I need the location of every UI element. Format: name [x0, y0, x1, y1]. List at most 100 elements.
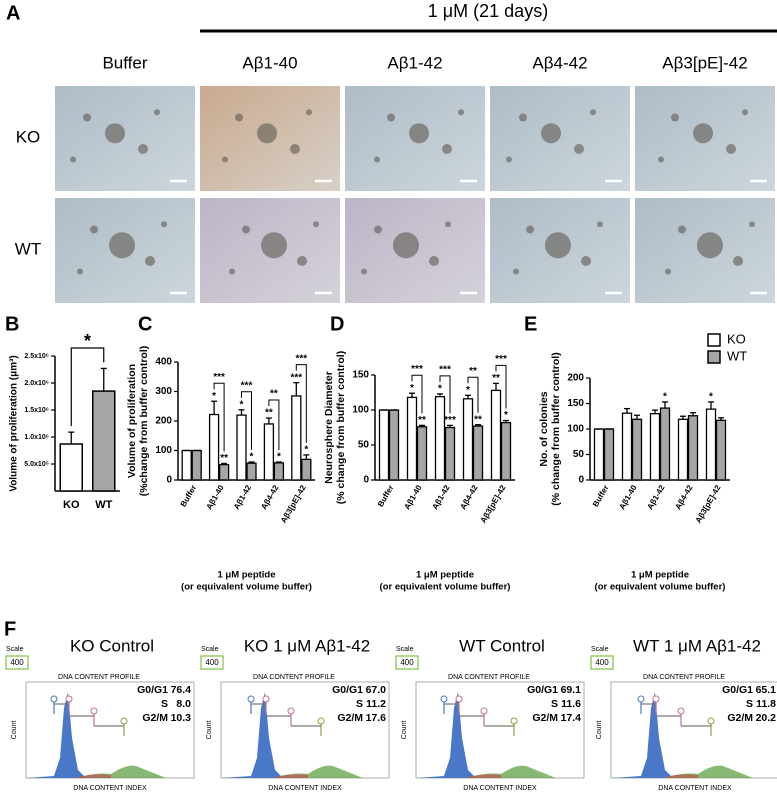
significance-label: *	[709, 392, 713, 403]
bar	[378, 409, 390, 481]
stat-label: S	[161, 698, 168, 710]
y-axis-label: Count	[11, 721, 18, 740]
cell-cluster	[361, 268, 367, 275]
y-axis-label: Count	[596, 721, 603, 740]
error-bar	[293, 381, 300, 396]
scale-label: Scale	[201, 646, 219, 653]
bar	[406, 396, 418, 481]
cell-cluster	[83, 113, 91, 122]
significance-label: *	[438, 384, 442, 395]
y-tick-label: 150	[352, 370, 369, 381]
row-label: WT	[15, 239, 41, 258]
stat-value: 65.1	[756, 684, 777, 696]
plot-frame	[415, 681, 585, 779]
significance-label: ***	[295, 353, 307, 364]
y-axis-label: Volume of proliferation	[126, 364, 138, 478]
stat-value: 11.8	[756, 698, 776, 710]
error-bar	[718, 417, 724, 421]
gate-handle	[287, 707, 295, 715]
x-tick-label: Aβ1-42	[645, 483, 666, 511]
gate-handle	[455, 695, 463, 703]
bar	[659, 407, 671, 481]
significance-label: **	[265, 408, 273, 419]
significance-label: ***	[495, 354, 507, 365]
s-phase-red	[663, 774, 698, 778]
significance-label: ***	[439, 365, 451, 376]
stat-value: 10.3	[171, 712, 192, 724]
x-axis-label: DNA CONTENT INDEX	[268, 785, 342, 792]
x-axis-label: DNA CONTENT INDEX	[73, 785, 147, 792]
cell-cluster	[154, 109, 160, 116]
significance-label: **	[220, 453, 228, 464]
profile-title: KO 1 μM Aβ1-42	[244, 636, 370, 655]
significance-label: *	[504, 410, 508, 421]
bar	[291, 395, 302, 481]
significance-label: **	[270, 389, 278, 400]
y-axis-label: Volume of proliferation (μm³)	[9, 355, 20, 491]
bar	[649, 413, 661, 481]
cell-cluster	[733, 256, 743, 266]
y-tick-label: 2.0x10⁶	[24, 380, 49, 387]
stat-value: 67.0	[366, 684, 387, 696]
error-bar	[303, 454, 310, 460]
x-tick-label: Aβ4-42	[458, 483, 479, 511]
stat-value: 76.4	[171, 684, 192, 696]
bar	[715, 419, 727, 481]
cell-cluster	[445, 221, 451, 228]
y-axis-label: Count	[206, 721, 213, 740]
y-axis-label: (% change from buffer control)	[550, 352, 562, 505]
cell-cluster	[726, 144, 736, 154]
error-bar	[634, 414, 640, 420]
error-bar	[221, 462, 228, 465]
cell-cluster	[697, 232, 723, 259]
significance-bracket	[70, 347, 105, 427]
significance-label: *	[663, 392, 667, 403]
cell-cluster	[229, 268, 235, 275]
cell-cluster	[458, 109, 464, 116]
significance-bracket	[241, 391, 252, 451]
stat-value: 11.2	[366, 698, 386, 710]
error-bar	[437, 393, 443, 397]
g1-peak	[611, 692, 673, 778]
panel-letter: C	[138, 313, 152, 335]
stat-label: G2/M	[337, 712, 363, 724]
significance-label: *	[410, 383, 414, 394]
significance-bracket	[213, 382, 225, 452]
bar	[236, 414, 247, 481]
cell-cluster	[665, 268, 671, 275]
plot-frame	[610, 681, 777, 779]
stat-value: 11.6	[561, 698, 581, 710]
cell-cluster	[105, 123, 125, 144]
cell-cluster	[506, 156, 512, 163]
stat-label: G2/M	[532, 712, 558, 724]
cell-cluster	[693, 123, 713, 144]
g1-peak	[416, 692, 476, 778]
x-tick-label: Buffer	[591, 484, 611, 509]
stat-label: S	[551, 698, 558, 710]
gate-markers	[444, 703, 514, 727]
profile-title: KO Control	[70, 636, 154, 655]
panel-letter: A	[6, 2, 20, 24]
error-bar	[503, 419, 509, 423]
y-tick-label: 400	[155, 357, 172, 368]
y-tick-label: 0	[578, 475, 584, 486]
profile-subtitle: DNA CONTENT PROFILE	[448, 674, 530, 681]
error-bar	[652, 409, 658, 414]
error-bar	[211, 400, 218, 415]
x-tick-label: Aβ1-40	[205, 483, 226, 511]
significance-label: **	[469, 366, 477, 377]
y-tick-label: 200	[567, 373, 584, 384]
cell-cluster	[545, 232, 571, 259]
y-tick-label: 100	[352, 405, 369, 416]
gate-handle	[90, 707, 98, 715]
cell-cluster	[145, 256, 155, 266]
x-axis-label: 1 μM peptide	[416, 570, 474, 581]
gate-handle	[262, 695, 270, 703]
x-tick-label: Aβ1-40	[617, 483, 638, 511]
y-axis-label: Count	[401, 721, 408, 740]
bar	[500, 421, 512, 481]
x-tick-label: Buffer	[179, 484, 199, 509]
error-bar	[238, 409, 245, 416]
stat-value: 20.2	[756, 712, 777, 724]
